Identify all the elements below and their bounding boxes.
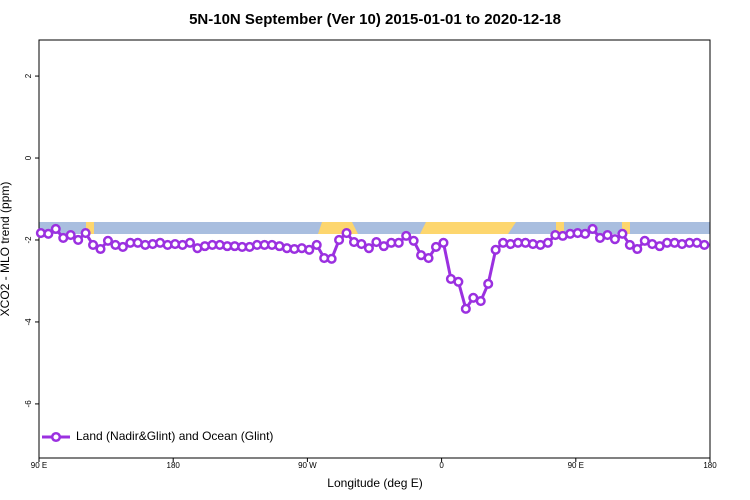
legend-label: Land (Nadir&Glint) and Ocean (Glint) [76, 429, 273, 443]
point [80, 227, 91, 239]
point [580, 228, 591, 239]
y-tick-label: 2 [24, 73, 33, 78]
point [393, 237, 404, 248]
x-axis-label: Longitude (deg E) [327, 476, 422, 490]
y-axis-label: XCO2 - MLO trend (ppm) [0, 182, 12, 317]
point [453, 276, 464, 287]
point [334, 234, 345, 246]
point [609, 234, 620, 245]
point [542, 237, 553, 248]
point [587, 223, 598, 234]
plot-frame [38, 39, 711, 459]
point [699, 239, 710, 250]
point [430, 241, 442, 253]
point [311, 239, 322, 250]
point [184, 237, 196, 248]
point [408, 235, 419, 246]
point [632, 243, 643, 255]
y-tick-label: 0 [24, 155, 33, 160]
point [65, 230, 76, 241]
legend-marker [50, 431, 62, 443]
x-tick-label: 90 E [31, 461, 47, 470]
point [483, 278, 494, 289]
point [95, 243, 106, 255]
point [490, 244, 501, 255]
x-tick-label: 180 [167, 461, 181, 470]
point [624, 239, 635, 250]
y-tick-label: -2 [24, 236, 33, 244]
point [50, 223, 61, 234]
x-tick-label: 0 [439, 461, 444, 470]
point [43, 228, 54, 239]
point [602, 230, 613, 241]
point [438, 237, 449, 248]
x-tick-label: 90 W [298, 461, 317, 470]
point [102, 235, 114, 246]
point [117, 241, 128, 253]
point [88, 239, 99, 250]
point [460, 303, 471, 314]
point [304, 244, 315, 255]
point [73, 234, 84, 246]
y-tick-label: -6 [24, 400, 33, 408]
chart-title: 5N-10N September (Ver 10) 2015-01-01 to … [189, 11, 561, 28]
y-tick-label: -4 [24, 318, 33, 326]
map-strip [39, 222, 710, 234]
point [617, 228, 628, 239]
point [341, 227, 352, 239]
point [363, 243, 374, 254]
point [356, 239, 367, 250]
x-tick-label: 180 [703, 461, 717, 470]
point [401, 230, 412, 241]
point [423, 252, 434, 264]
point [326, 253, 337, 264]
point [371, 236, 382, 248]
point [475, 295, 486, 307]
x-tick-label: 90 E [568, 461, 584, 470]
